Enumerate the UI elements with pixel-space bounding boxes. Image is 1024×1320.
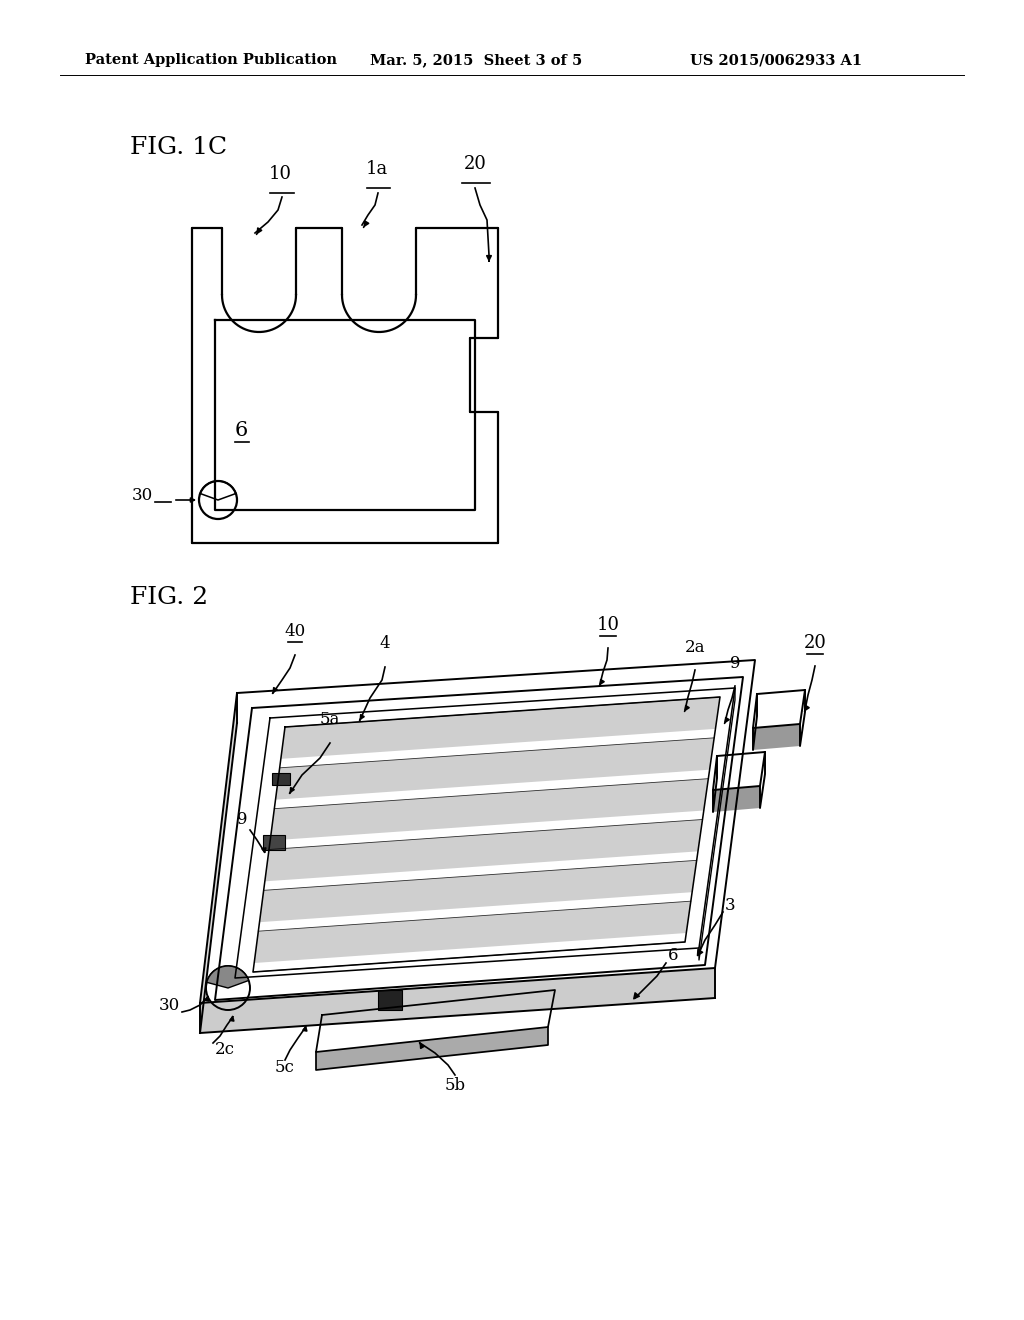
Polygon shape (753, 723, 800, 750)
Text: 40: 40 (285, 623, 305, 640)
Text: 20: 20 (804, 634, 826, 652)
Text: FIG. 1C: FIG. 1C (130, 136, 227, 160)
Text: 5b: 5b (444, 1077, 466, 1093)
Polygon shape (713, 785, 760, 812)
Polygon shape (275, 738, 714, 800)
Text: 10: 10 (268, 165, 292, 183)
Text: 9: 9 (238, 812, 248, 829)
Text: 6: 6 (668, 946, 679, 964)
Text: 5c: 5c (275, 1060, 295, 1077)
Text: FIG. 2: FIG. 2 (130, 586, 208, 609)
Polygon shape (281, 697, 720, 759)
Text: 3: 3 (725, 896, 735, 913)
Text: 20: 20 (464, 154, 486, 173)
Text: 5a: 5a (319, 711, 340, 729)
Polygon shape (265, 820, 702, 882)
Text: 30: 30 (159, 997, 180, 1014)
Bar (272, 774, 290, 785)
Polygon shape (316, 1027, 548, 1071)
Text: Patent Application Publication: Patent Application Publication (85, 53, 337, 67)
Text: 4: 4 (380, 635, 390, 652)
Text: 2a: 2a (685, 639, 706, 656)
Text: US 2015/0062933 A1: US 2015/0062933 A1 (690, 53, 862, 67)
Text: Mar. 5, 2015  Sheet 3 of 5: Mar. 5, 2015 Sheet 3 of 5 (370, 53, 583, 67)
Bar (378, 990, 402, 1010)
Polygon shape (254, 902, 691, 964)
Text: 30: 30 (132, 487, 153, 503)
Polygon shape (200, 693, 237, 1034)
Text: 2c: 2c (215, 1041, 234, 1059)
Text: 1a: 1a (366, 160, 388, 178)
Text: 10: 10 (597, 616, 620, 634)
Wedge shape (207, 966, 249, 987)
Text: 9: 9 (730, 655, 740, 672)
Polygon shape (259, 861, 696, 923)
Polygon shape (270, 779, 709, 841)
Bar (263, 836, 285, 850)
Polygon shape (200, 968, 715, 1034)
Text: 6: 6 (234, 421, 248, 440)
